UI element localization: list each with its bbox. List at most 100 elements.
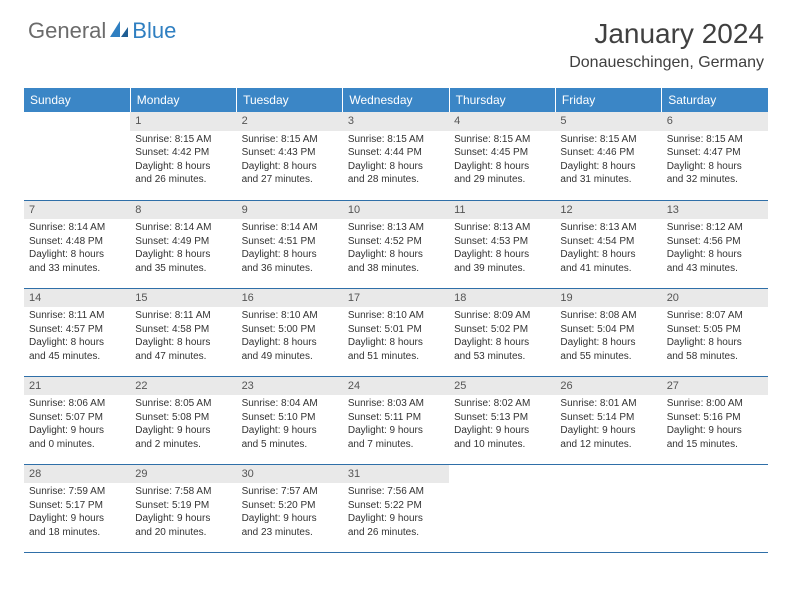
day-line-daylight1: Daylight: 8 hours (242, 248, 338, 262)
day-number: 7 (24, 201, 130, 220)
calendar-day-cell: 11Sunrise: 8:13 AMSunset: 4:53 PMDayligh… (449, 200, 555, 288)
day-number: 19 (555, 289, 661, 308)
calendar-day-cell: 16Sunrise: 8:10 AMSunset: 5:00 PMDayligh… (237, 288, 343, 376)
day-number: 8 (130, 201, 236, 220)
day-number: 30 (237, 465, 343, 484)
day-body: Sunrise: 8:10 AMSunset: 5:00 PMDaylight:… (237, 307, 343, 367)
day-line-daylight1: Daylight: 8 hours (454, 248, 550, 262)
day-line-daylight2: and 5 minutes. (242, 438, 338, 452)
day-line-sunrise: Sunrise: 8:10 AM (348, 309, 444, 323)
day-body: Sunrise: 8:08 AMSunset: 5:04 PMDaylight:… (555, 307, 661, 367)
day-line-sunset: Sunset: 4:44 PM (348, 146, 444, 160)
day-line-daylight1: Daylight: 9 hours (560, 424, 656, 438)
day-line-daylight1: Daylight: 8 hours (348, 336, 444, 350)
calendar-week-row: 28Sunrise: 7:59 AMSunset: 5:17 PMDayligh… (24, 464, 768, 552)
calendar-week-row: 1Sunrise: 8:15 AMSunset: 4:42 PMDaylight… (24, 112, 768, 200)
calendar-week-row: 14Sunrise: 8:11 AMSunset: 4:57 PMDayligh… (24, 288, 768, 376)
day-line-daylight2: and 23 minutes. (242, 526, 338, 540)
day-line-daylight1: Daylight: 8 hours (29, 336, 125, 350)
day-line-daylight1: Daylight: 9 hours (454, 424, 550, 438)
day-line-sunset: Sunset: 5:07 PM (29, 411, 125, 425)
calendar-day-cell: 1Sunrise: 8:15 AMSunset: 4:42 PMDaylight… (130, 112, 236, 200)
day-line-daylight1: Daylight: 8 hours (135, 336, 231, 350)
calendar-week-row: 21Sunrise: 8:06 AMSunset: 5:07 PMDayligh… (24, 376, 768, 464)
day-line-daylight1: Daylight: 8 hours (667, 336, 763, 350)
day-line-sunset: Sunset: 4:49 PM (135, 235, 231, 249)
day-line-sunrise: Sunrise: 7:58 AM (135, 485, 231, 499)
day-line-daylight1: Daylight: 9 hours (242, 424, 338, 438)
day-body: Sunrise: 8:15 AMSunset: 4:46 PMDaylight:… (555, 131, 661, 191)
day-number: 26 (555, 377, 661, 396)
day-line-sunrise: Sunrise: 8:00 AM (667, 397, 763, 411)
day-body: Sunrise: 8:05 AMSunset: 5:08 PMDaylight:… (130, 395, 236, 455)
day-number: 31 (343, 465, 449, 484)
weekday-header: Monday (130, 88, 236, 112)
day-line-sunrise: Sunrise: 7:57 AM (242, 485, 338, 499)
day-line-daylight2: and 7 minutes. (348, 438, 444, 452)
day-number: 27 (662, 377, 768, 396)
day-number: 20 (662, 289, 768, 308)
day-line-sunrise: Sunrise: 8:14 AM (29, 221, 125, 235)
day-line-sunrise: Sunrise: 7:56 AM (348, 485, 444, 499)
day-line-sunset: Sunset: 4:52 PM (348, 235, 444, 249)
day-number: 28 (24, 465, 130, 484)
day-line-sunrise: Sunrise: 8:12 AM (667, 221, 763, 235)
day-line-sunset: Sunset: 5:14 PM (560, 411, 656, 425)
day-line-sunset: Sunset: 5:22 PM (348, 499, 444, 513)
day-body: Sunrise: 8:13 AMSunset: 4:52 PMDaylight:… (343, 219, 449, 279)
calendar-day-cell: 12Sunrise: 8:13 AMSunset: 4:54 PMDayligh… (555, 200, 661, 288)
day-line-daylight1: Daylight: 8 hours (348, 248, 444, 262)
day-line-daylight2: and 29 minutes. (454, 173, 550, 187)
day-line-sunset: Sunset: 4:42 PM (135, 146, 231, 160)
day-line-daylight1: Daylight: 8 hours (135, 248, 231, 262)
logo: General Blue (28, 18, 176, 44)
day-line-daylight2: and 53 minutes. (454, 350, 550, 364)
calendar-day-cell: 6Sunrise: 8:15 AMSunset: 4:47 PMDaylight… (662, 112, 768, 200)
day-number: 15 (130, 289, 236, 308)
day-line-sunset: Sunset: 4:43 PM (242, 146, 338, 160)
day-line-daylight1: Daylight: 8 hours (454, 336, 550, 350)
day-number: 24 (343, 377, 449, 396)
weekday-header: Saturday (662, 88, 768, 112)
day-body: Sunrise: 8:13 AMSunset: 4:54 PMDaylight:… (555, 219, 661, 279)
day-line-sunset: Sunset: 5:01 PM (348, 323, 444, 337)
day-number: 22 (130, 377, 236, 396)
day-line-sunrise: Sunrise: 8:13 AM (560, 221, 656, 235)
day-number (24, 112, 130, 131)
day-line-daylight2: and 45 minutes. (29, 350, 125, 364)
calendar-day-cell: 13Sunrise: 8:12 AMSunset: 4:56 PMDayligh… (662, 200, 768, 288)
day-body: Sunrise: 8:09 AMSunset: 5:02 PMDaylight:… (449, 307, 555, 367)
calendar-day-cell: 25Sunrise: 8:02 AMSunset: 5:13 PMDayligh… (449, 376, 555, 464)
day-line-sunset: Sunset: 4:45 PM (454, 146, 550, 160)
day-line-daylight1: Daylight: 9 hours (135, 512, 231, 526)
day-line-sunrise: Sunrise: 8:04 AM (242, 397, 338, 411)
day-number: 25 (449, 377, 555, 396)
title-block: January 2024 Donaueschingen, Germany (569, 18, 764, 72)
calendar-day-cell: 10Sunrise: 8:13 AMSunset: 4:52 PMDayligh… (343, 200, 449, 288)
calendar-day-cell: 24Sunrise: 8:03 AMSunset: 5:11 PMDayligh… (343, 376, 449, 464)
day-line-sunrise: Sunrise: 8:08 AM (560, 309, 656, 323)
day-line-sunset: Sunset: 5:08 PM (135, 411, 231, 425)
day-line-sunrise: Sunrise: 8:10 AM (242, 309, 338, 323)
day-line-daylight2: and 32 minutes. (667, 173, 763, 187)
calendar-day-cell: 17Sunrise: 8:10 AMSunset: 5:01 PMDayligh… (343, 288, 449, 376)
calendar-day-cell: 22Sunrise: 8:05 AMSunset: 5:08 PMDayligh… (130, 376, 236, 464)
day-line-daylight2: and 55 minutes. (560, 350, 656, 364)
day-line-sunset: Sunset: 5:19 PM (135, 499, 231, 513)
day-line-sunrise: Sunrise: 8:11 AM (29, 309, 125, 323)
day-line-sunrise: Sunrise: 8:13 AM (348, 221, 444, 235)
day-line-daylight2: and 10 minutes. (454, 438, 550, 452)
day-line-sunset: Sunset: 5:02 PM (454, 323, 550, 337)
day-number: 9 (237, 201, 343, 220)
day-line-sunset: Sunset: 4:57 PM (29, 323, 125, 337)
day-number: 21 (24, 377, 130, 396)
day-line-sunset: Sunset: 4:53 PM (454, 235, 550, 249)
day-line-sunrise: Sunrise: 8:05 AM (135, 397, 231, 411)
day-body: Sunrise: 7:59 AMSunset: 5:17 PMDaylight:… (24, 483, 130, 543)
day-line-daylight2: and 27 minutes. (242, 173, 338, 187)
day-line-daylight2: and 18 minutes. (29, 526, 125, 540)
calendar-day-cell: 15Sunrise: 8:11 AMSunset: 4:58 PMDayligh… (130, 288, 236, 376)
day-line-daylight1: Daylight: 8 hours (667, 248, 763, 262)
day-line-sunset: Sunset: 4:54 PM (560, 235, 656, 249)
calendar-day-cell: 29Sunrise: 7:58 AMSunset: 5:19 PMDayligh… (130, 464, 236, 552)
